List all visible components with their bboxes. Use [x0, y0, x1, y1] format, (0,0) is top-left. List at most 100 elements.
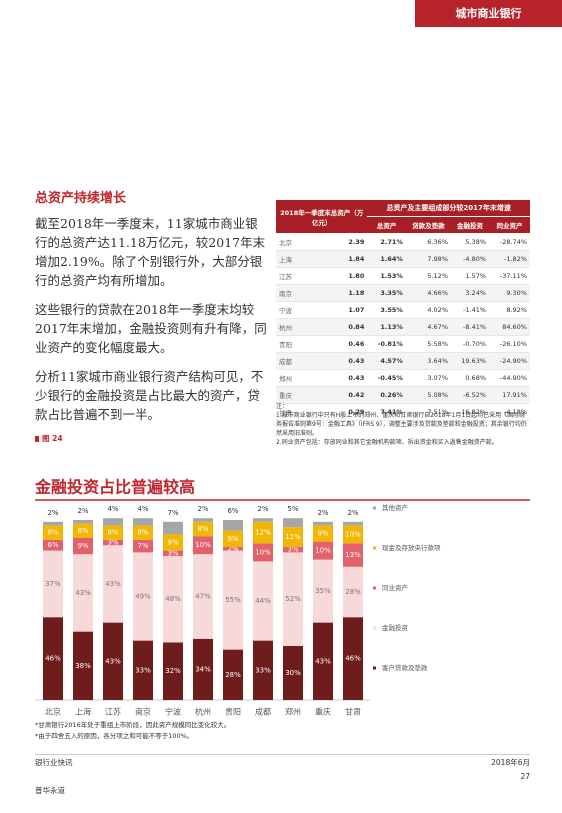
table-cell: 7.41%: [367, 403, 406, 421]
bar-segment: [253, 561, 273, 641]
bar-segment: [193, 536, 213, 555]
table-cell: 5.12%: [405, 267, 451, 285]
header-cell: 同业资产: [489, 216, 530, 234]
bar-segment: [103, 518, 123, 526]
header-cell: 金融投资: [451, 216, 490, 234]
page-number: 27: [520, 772, 530, 781]
data-label: 3%: [167, 549, 178, 557]
legend-label: 现金及存放央行款项: [382, 543, 441, 552]
data-label: 33%: [135, 666, 151, 674]
footer-date: 2018年6月: [491, 758, 530, 767]
table-cell: 贵阳: [276, 335, 319, 353]
data-label: 35%: [315, 587, 331, 595]
header-cell: 贷款及垫款: [405, 216, 451, 234]
data-label: 10%: [315, 547, 331, 555]
table-cell: 1.80: [318, 267, 368, 285]
table-notes: 注： 1.城市商业银行中只有H股上市的郑州、重庆和甘肃银行自2018年1月1日起均…: [276, 402, 530, 447]
data-label: 43%: [105, 580, 121, 588]
note: 2.同业资产包括：存放同业和其它金融机构款项、拆出资金和买入返售金融资产款。: [276, 439, 498, 446]
x-tick-label: 贵阳: [225, 707, 241, 717]
data-label: 9%: [317, 530, 328, 538]
bar-segment: [103, 622, 123, 700]
table-cell: 3.07%: [405, 369, 451, 387]
bar-segment: [283, 552, 303, 646]
bar-segment: [313, 521, 333, 526]
header-cell: 2018年一季度末总资产（万亿元）: [276, 200, 368, 234]
data-label: 44%: [255, 597, 271, 605]
bar-segment: [73, 631, 93, 700]
bar-segment: [73, 554, 93, 632]
bar-segment: [193, 518, 213, 522]
data-label: 55%: [225, 596, 241, 604]
table-row: 上海 1.84 1.64% 7.98% -4.80% -1.82%: [276, 250, 530, 268]
table-cell: 2.71%: [367, 233, 406, 251]
table-cell: 0.68%: [451, 369, 490, 387]
table-cell: 1.18: [318, 284, 368, 302]
x-tick-label: 宁波: [165, 707, 181, 717]
x-tick-label: 甘肃: [345, 707, 361, 717]
data-label: 6%: [227, 507, 238, 515]
bar-segment: [223, 520, 243, 531]
bar-segment: [103, 525, 123, 540]
data-label: 37%: [45, 580, 61, 588]
table-cell: 上海: [276, 250, 319, 268]
data-label: 3%: [287, 546, 298, 554]
legend-swatch: [373, 586, 376, 590]
figure-marker: [35, 436, 39, 442]
table-row: 甘肃 0.29 7.41% 7.51% 16.82% -4.18%: [276, 403, 530, 421]
table-cell: 1.53%: [367, 267, 406, 285]
data-label: 48%: [165, 595, 181, 603]
chart-footnotes: *甘肃银行2016年处于重组上市阶段，因此资产规模同比变化较大。 *由于四舍五入的…: [35, 720, 230, 742]
header-cell: 总资产: [367, 216, 406, 234]
data-label: 30%: [285, 669, 301, 677]
data-label: 43%: [75, 589, 91, 597]
data-label: 10%: [255, 548, 271, 556]
table-cell: 5.38%: [451, 233, 490, 251]
table-cell: -26.10%: [489, 335, 530, 353]
table-row: 贵阳 0.46 -0.81% 5.58% -0.70% -26.10%: [276, 335, 530, 353]
table-cell: 6.36%: [405, 233, 451, 251]
table-cell: 17.91%: [489, 386, 530, 404]
bar-segment: [253, 640, 273, 700]
paragraph: 截至2018年一季度末，11家城市商业银行的总资产达11.18万亿元，较2017…: [35, 216, 266, 288]
bar-segment: [163, 556, 183, 643]
x-tick-label: 杭州: [195, 707, 211, 717]
footnote: *由于四舍五入的原因，各分项之和可能不等于100%。: [35, 732, 194, 740]
table-cell: 杭州: [276, 318, 319, 336]
x-tick-label: 北京: [45, 707, 61, 717]
data-label: 9%: [167, 539, 178, 547]
bar-segment: [133, 640, 153, 700]
data-label: 11%: [285, 533, 301, 541]
table-cell: 84.60%: [489, 318, 530, 336]
bar-segment: [163, 642, 183, 700]
bar-segment: [163, 534, 183, 551]
bar-segment: [313, 525, 333, 542]
bar-segment: [43, 521, 63, 526]
table-cell: 5.58%: [405, 335, 451, 353]
bar-segment: [343, 525, 363, 544]
section-heading: 总资产持续增长: [35, 191, 127, 206]
table-cell: -1.82%: [489, 250, 530, 268]
data-label: 2%: [347, 509, 358, 517]
legend-swatch: [373, 506, 376, 510]
x-tick-label: 南京: [135, 707, 151, 717]
footnote: *甘肃银行2016年处于重组上市阶段，因此资产规模同比变化较大。: [35, 721, 231, 729]
table-row: 杭州 0.84 1.13% 4.67% -8.41% 84.60%: [276, 318, 530, 336]
paragraphs: 截至2018年一季度末，11家城市商业银行的总资产达11.18万亿元，较2017…: [35, 214, 267, 434]
table-row: 北京 2.39 2.71% 6.36% 5.38% -28.74%: [276, 233, 530, 251]
data-label: 46%: [45, 655, 61, 663]
table-cell: 7.51%: [405, 403, 451, 421]
data-label: 33%: [255, 666, 271, 674]
bar-segment: [343, 617, 363, 700]
bar-segment: [43, 550, 63, 618]
data-label: 28%: [225, 671, 241, 679]
bar-segment: [283, 547, 303, 553]
legend-swatch: [373, 546, 376, 550]
table-row: 江苏 1.80 1.53% 5.12% 1.57% -37.11%: [276, 267, 530, 285]
bar-segment: [43, 525, 63, 540]
table-cell: 郑州: [276, 369, 319, 387]
table-cell: -8.41%: [451, 318, 490, 336]
table-cell: -28.74%: [489, 233, 530, 251]
table-cell: 0.46: [318, 335, 368, 353]
